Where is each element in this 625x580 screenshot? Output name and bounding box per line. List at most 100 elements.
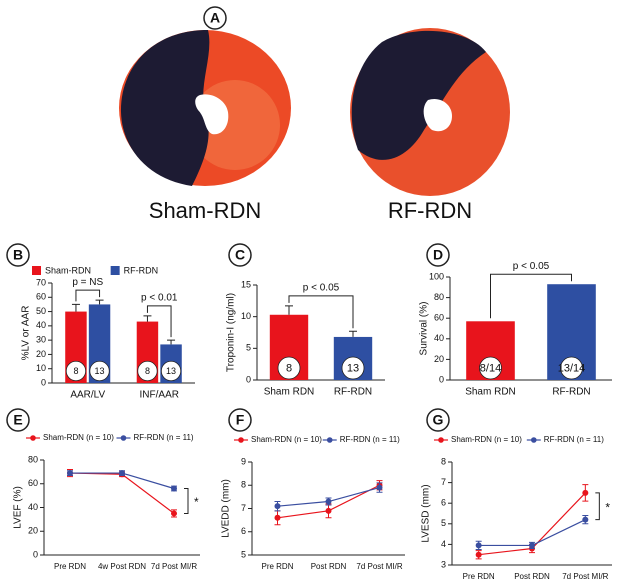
panel-a: A Sham-RDN RF-RDN — [119, 6, 510, 223]
point — [171, 510, 177, 517]
x-tick-label: 7d Post MI/R — [562, 572, 608, 580]
y-tick-label: 40 — [434, 333, 444, 343]
point — [582, 489, 589, 496]
significance-bracket — [490, 273, 572, 319]
panel: G 3 4 5 6 7 8 LVESD (mm) Pre RDN Post RDN 7d Post … — [421, 408, 612, 580]
legend-marker — [438, 437, 444, 443]
n-badge — [65, 360, 87, 382]
heart-lumen — [423, 98, 452, 132]
y-tick-label: 30 — [36, 335, 46, 345]
x-tick-label: Pre RDN — [463, 572, 495, 580]
n-label: 8 — [145, 366, 150, 376]
y-tick-label: 7 — [241, 503, 246, 513]
y-tick-label: 80 — [28, 454, 38, 464]
series-line — [69, 472, 175, 514]
y-tick-label: 0 — [41, 377, 46, 387]
n-label: 13 — [95, 366, 105, 376]
point — [274, 503, 281, 510]
y-tick-label: 50 — [36, 306, 46, 316]
y-tick-label: 5 — [241, 549, 246, 559]
n-badge — [160, 360, 182, 382]
point — [119, 470, 125, 477]
annotation: * — [194, 495, 199, 509]
x-tick-label: 4w Post RDN — [98, 562, 146, 571]
point — [475, 542, 482, 549]
significance-bracket — [75, 289, 101, 302]
x-tick-label: Sham RDN — [264, 387, 315, 398]
n-label: 13 — [347, 362, 359, 374]
y-tick-label: 7 — [441, 477, 446, 487]
annotation: p < 0.01 — [141, 292, 178, 303]
y-tick-label: 20 — [36, 349, 46, 359]
panel-badge — [426, 243, 450, 267]
x-tick-label: Post RDN — [514, 572, 550, 580]
legend-label: Sham-RDN — [45, 265, 91, 275]
y-tick-label: 40 — [36, 320, 46, 330]
annotation: * — [605, 500, 610, 514]
legend-swatch — [110, 266, 120, 275]
x-tick-label: Post RDN — [311, 562, 347, 571]
panel-badge — [228, 243, 252, 267]
caption: Sham-RDN — [149, 198, 261, 223]
legend-marker — [30, 435, 36, 441]
point — [475, 551, 482, 558]
n-label: 8 — [286, 362, 292, 374]
panel: D 0 20 40 60 80 100 Survival (%) 8/14 13/14 p < 0.… — [419, 243, 612, 398]
y-tick-label: 80 — [434, 292, 444, 302]
x-tick-label: Sham RDN — [465, 387, 516, 398]
y-tick-label: 20 — [28, 526, 38, 536]
y-tick-label: 6 — [441, 498, 446, 508]
error-bar — [349, 330, 357, 337]
y-axis-label: LVESD (mm) — [421, 484, 432, 542]
y-tick-label: 9 — [241, 456, 246, 466]
y-tick-label: 10 — [241, 311, 251, 321]
panel-letter: E — [13, 412, 22, 428]
point — [171, 485, 177, 492]
y-axis-label: Troponin-I (ng/ml) — [226, 293, 237, 372]
x-tick-label: AAR/LV — [70, 390, 105, 401]
y-tick-label: 3 — [441, 559, 446, 569]
panel-badge — [426, 408, 450, 432]
point — [274, 514, 281, 521]
y-tick-label: 20 — [434, 354, 444, 364]
panel-letter: B — [13, 247, 23, 263]
legend-label: Sham-RDN (n = 10) — [43, 433, 114, 442]
y-tick-label: 15 — [241, 279, 251, 289]
legend-marker — [531, 437, 537, 443]
n-badge — [341, 356, 365, 380]
y-tick-label: 10 — [36, 363, 46, 373]
error-bar — [167, 339, 176, 345]
y-axis-label: %LV or AAR — [21, 306, 32, 361]
error-bar — [143, 315, 152, 322]
panel-badge — [6, 243, 30, 267]
annotation: p < 0.05 — [513, 261, 550, 272]
error-bar — [285, 305, 293, 315]
point — [67, 470, 73, 477]
y-tick-label: 0 — [33, 549, 38, 559]
caption: RF-RDN — [388, 198, 472, 223]
point — [376, 484, 383, 491]
n-badge — [560, 356, 583, 380]
y-tick-label: 60 — [28, 478, 38, 488]
n-label: 13/14 — [558, 362, 586, 374]
series-line — [478, 519, 586, 547]
y-tick-label: 40 — [28, 502, 38, 512]
panel-letter: A — [210, 10, 220, 26]
panel: E 0 20 40 60 80 LVEF (%) Pre RDN 4w Post RDN 7d P… — [6, 408, 200, 571]
panel-badge — [228, 408, 252, 432]
n-badge — [89, 360, 110, 382]
panel-letter: D — [433, 247, 443, 263]
n-badge — [479, 356, 502, 380]
n-badge — [277, 356, 301, 380]
legend-marker — [120, 435, 127, 441]
panel: B 0 10 20 30 40 50 60 70 %LV or AAR Sham-RDN RF-RDN… — [6, 243, 195, 401]
x-tick-label: Pre RDN — [261, 562, 293, 571]
x-tick-label: INF/AAR — [140, 390, 179, 401]
significance-bracket — [184, 488, 189, 514]
y-tick-label: 0 — [439, 374, 444, 384]
legend-label: RF-RDN (n = 11) — [544, 435, 604, 444]
y-axis-label: LVEF (%) — [13, 486, 24, 529]
panel-letter: G — [433, 412, 444, 428]
y-tick-label: 100 — [429, 271, 444, 281]
